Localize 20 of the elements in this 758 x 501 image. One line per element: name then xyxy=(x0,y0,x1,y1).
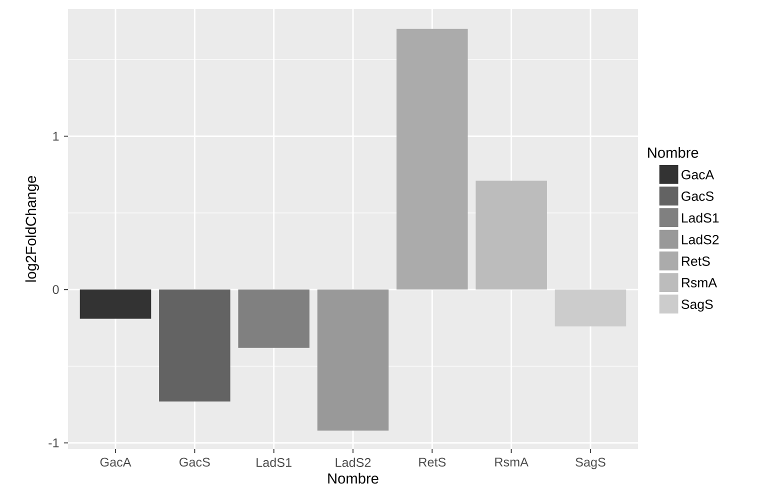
x-tick-label: GacA xyxy=(100,458,132,467)
x-tick-label: GacS xyxy=(180,458,210,467)
legend-label: RetS xyxy=(682,256,710,266)
y-tick-label: -1 xyxy=(48,438,59,448)
legend-label: LadS2 xyxy=(682,234,719,244)
legend-label: LadS1 xyxy=(682,212,719,223)
y-axis-title: log2FoldChange xyxy=(25,176,39,282)
y-tick-label: 1 xyxy=(53,132,59,141)
legend-label: GacA xyxy=(682,170,714,180)
x-tick-label: LadS1 xyxy=(256,458,292,467)
x-tick-label: RetS xyxy=(419,458,446,467)
x-tick-label: LadS2 xyxy=(336,458,371,467)
x-tick-label: RsmA xyxy=(495,458,528,466)
legend-title: Nombre xyxy=(648,147,698,158)
x-tick-label: SagS xyxy=(576,458,606,470)
y-tick-label: 0 xyxy=(52,285,59,294)
x-axis-title: Nombre xyxy=(328,472,378,484)
legend-label: GacS xyxy=(682,192,714,201)
legend-label: RsmA xyxy=(682,278,718,288)
legend-label: SagS xyxy=(682,300,713,312)
